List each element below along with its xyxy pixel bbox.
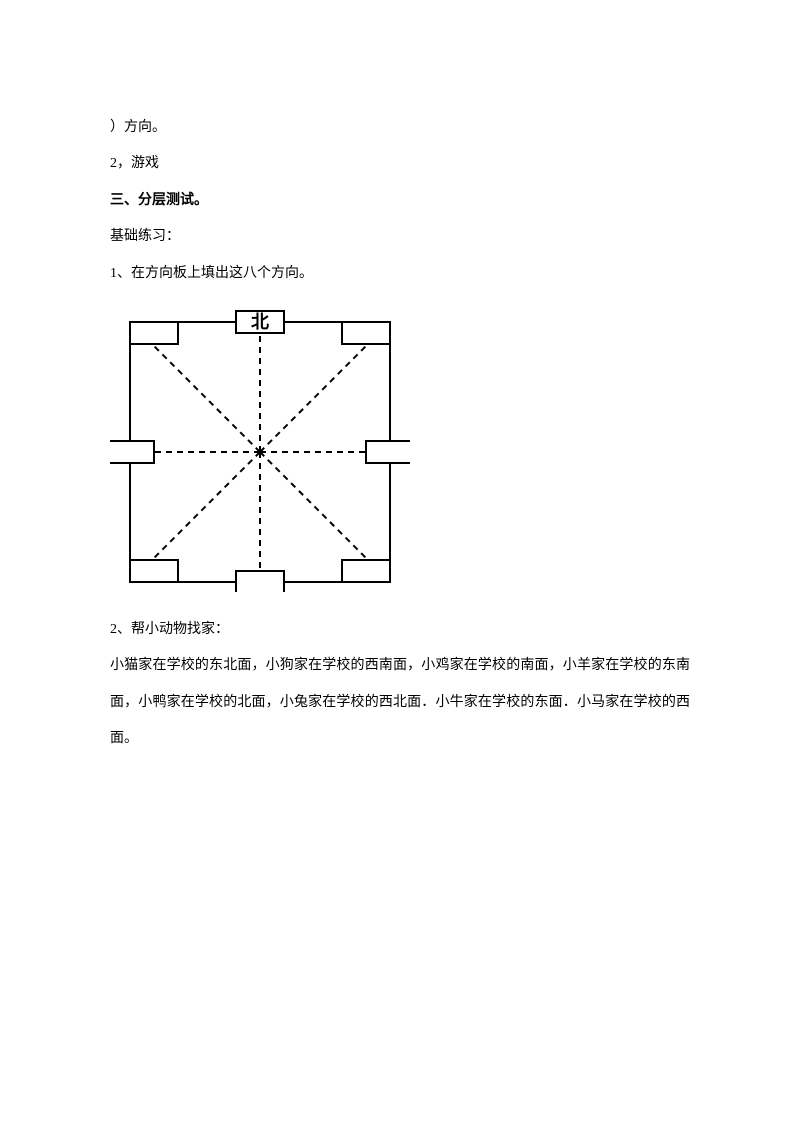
compass-diagram: 北 [110,302,690,592]
svg-text:北: 北 [251,312,269,332]
text-line-game: 2，游戏 [110,146,690,182]
compass-svg: 北 [110,302,410,592]
text-line-direction-end: ）方向。 [110,110,690,146]
text-line-basic-practice: 基础练习： [110,219,690,255]
heading-layered-test: 三、分层测试。 [110,183,690,219]
text-line-q2: 2、帮小动物找家： [110,612,690,648]
text-line-q1: 1、在方向板上填出这八个方向。 [110,256,690,292]
text-line-q2-body: 小猫家在学校的东北面，小狗家在学校的西南面，小鸡家在学校的南面，小羊家在学校的东… [110,648,690,757]
